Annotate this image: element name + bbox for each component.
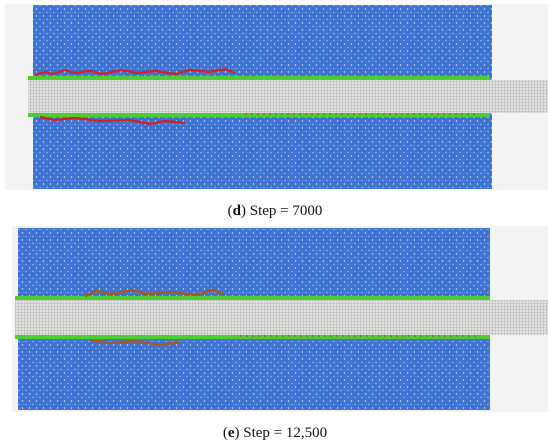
- panel-d: (d) Step = 7000: [5, 4, 548, 219]
- caption: (e) Step = 12,500: [223, 425, 327, 441]
- caption: (d) Step = 7000: [228, 203, 323, 219]
- solid-bar: [28, 80, 548, 113]
- caption-part: (: [228, 203, 233, 219]
- caption-label: d: [233, 203, 242, 219]
- interface-bottom: [28, 113, 490, 117]
- damage-particles: [34, 67, 236, 126]
- caption-label: e: [228, 425, 235, 441]
- caption-part: ) Step = 7000: [241, 203, 322, 219]
- interface-bottom: [15, 335, 490, 339]
- caption-part: (: [223, 425, 228, 441]
- interface-top: [15, 296, 490, 300]
- solid-bar: [15, 300, 548, 335]
- caption-part: ) Step = 12,500: [235, 425, 328, 441]
- panel-e: (e) Step = 12,500: [12, 226, 548, 441]
- damage-particles: [84, 288, 225, 347]
- interface-top: [28, 76, 490, 80]
